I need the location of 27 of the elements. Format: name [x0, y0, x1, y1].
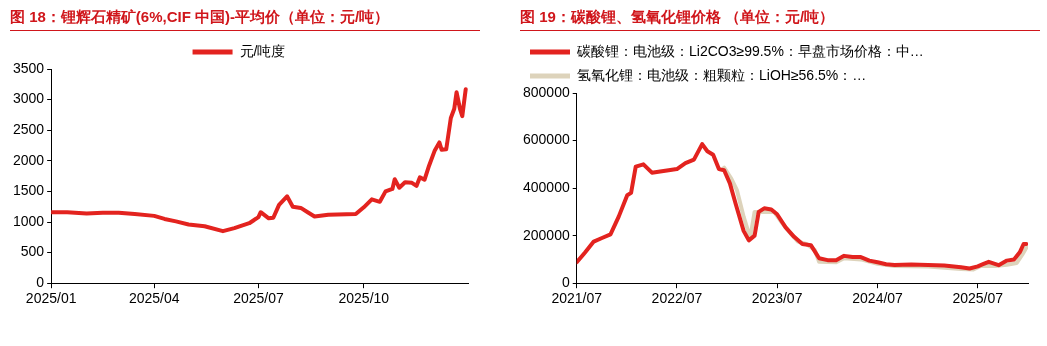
y-tick-label: 3000 [12, 90, 45, 107]
legend-label: 氢氧化锂：电池级：粗颗粒：LiOH≥56.5%：… [577, 66, 867, 83]
y-tick-label: 400000 [523, 178, 570, 195]
x-tick-label: 2025/07 [952, 290, 1004, 307]
y-tick-label: 1500 [12, 182, 45, 199]
y-tick-label: 1000 [12, 212, 45, 229]
x-tick-label: 2024/07 [852, 290, 904, 307]
x-tick-label: 2023/07 [751, 290, 803, 307]
y-tick-label: 0 [36, 274, 45, 291]
y-tick-label: 0 [561, 274, 570, 291]
y-tick-label: 200000 [523, 226, 570, 243]
y-tick-label: 800000 [523, 83, 570, 100]
x-tick-label: 2025/01 [25, 290, 77, 307]
x-tick-label: 2022/07 [651, 290, 703, 307]
chart-title: 图 19：碳酸锂、氢氧化锂价格 （单位：元/吨） [520, 6, 1040, 31]
y-tick-label: 600000 [523, 131, 570, 148]
y-tick-label: 2500 [12, 121, 45, 138]
x-tick-label: 2025/10 [338, 290, 390, 307]
y-tick-label: 500 [20, 243, 45, 260]
legend-label: 碳酸锂：电池级：Li2CO3≥99.5%：早盘市场价格：中… [576, 42, 924, 59]
legend-label: 元/吨度 [239, 42, 286, 59]
x-tick-label: 2025/07 [233, 290, 284, 307]
y-tick-label: 3500 [12, 59, 45, 76]
y-tick-label: 2000 [12, 151, 45, 168]
x-tick-label: 2025/04 [128, 290, 180, 307]
x-tick-label: 2021/07 [551, 290, 603, 307]
chart-title: 图 18：锂辉石精矿(6%,CIF 中国)-平均价（单位：元/吨） [10, 6, 480, 31]
